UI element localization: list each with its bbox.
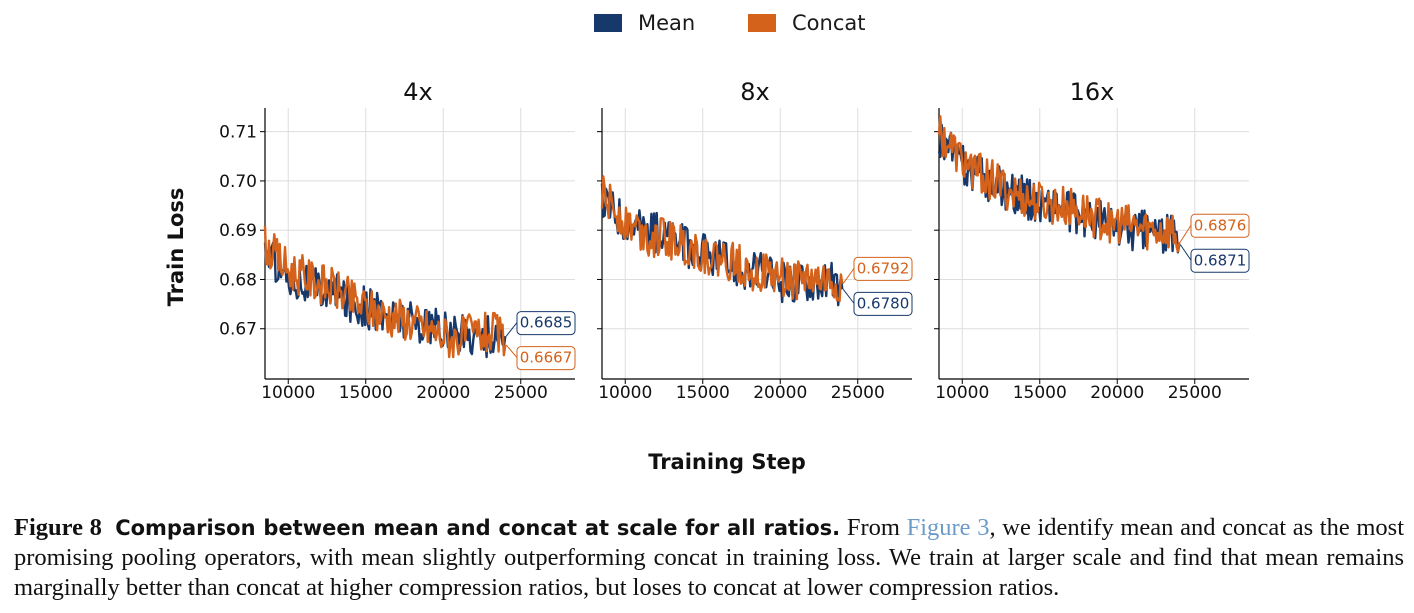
caption-label: Figure 8 <box>14 514 102 541</box>
annotation-label-concat: 0.6876 <box>1194 216 1247 234</box>
x-tick-label: 15000 <box>676 383 730 403</box>
panel-title: 4x <box>403 78 432 106</box>
annotation-label-mean: 0.6685 <box>520 314 573 332</box>
series-line-concat <box>600 175 844 303</box>
annotation-label-mean: 0.6871 <box>1194 251 1247 269</box>
caption-figure-link[interactable]: Figure 3 <box>906 514 990 541</box>
annotation-label-concat: 0.6667 <box>520 349 573 367</box>
annotation-arrow <box>842 289 855 304</box>
annotation-box-mean <box>853 291 913 316</box>
x-tick-label: 20000 <box>1090 383 1144 403</box>
x-tick-label: 25000 <box>494 383 548 403</box>
x-tick-label: 15000 <box>1013 383 1067 403</box>
annotation-arrow <box>842 268 855 284</box>
series-line-mean <box>937 123 1181 254</box>
annotation-arrow <box>1179 224 1192 243</box>
x-tick-label: 25000 <box>1168 383 1222 403</box>
legend-label-mean: Mean <box>638 11 695 35</box>
legend-swatch-mean <box>594 14 622 32</box>
x-tick-label: 20000 <box>753 383 807 403</box>
x-tick-label: 20000 <box>416 383 470 403</box>
y-tick-label: 0.70 <box>219 172 257 192</box>
panel-8x: 8x 10000 15000 20000 25000 0.6792 0.6780 <box>597 78 913 403</box>
chart: Mean Concat 4x 10000 15000 20000 25000 0.67 0.… <box>164 11 1250 474</box>
annotation-box-mean <box>1190 248 1250 273</box>
y-tick-label: 0.67 <box>219 320 257 340</box>
y-tick-label: 0.69 <box>219 221 257 241</box>
annotation-label-concat: 0.6792 <box>857 259 910 277</box>
caption-bold-text: Comparison between mean and concat at sc… <box>115 516 841 540</box>
x-tick-label: 10000 <box>598 383 652 403</box>
caption-text: From <box>846 514 900 541</box>
x-tick-label: 10000 <box>261 383 315 403</box>
y-axis-title: Train Loss <box>164 188 188 307</box>
annotation-arrow <box>505 322 518 337</box>
panel-16x: 16x 10000 15000 20000 25000 0.6876 0.6871 <box>934 78 1250 403</box>
x-axis-title: Training Step <box>648 450 806 474</box>
caption-text-continued: , we identify mean and concat as the mos… <box>14 514 1405 601</box>
annotation-box-concat <box>516 346 576 371</box>
figure-caption: Figure 8 Comparison between mean and con… <box>14 513 1404 603</box>
legend: Mean Concat <box>594 11 865 35</box>
panel-title: 8x <box>740 78 769 106</box>
y-tick-label: 0.68 <box>219 270 257 290</box>
legend-swatch-concat <box>748 14 776 32</box>
annotation-arrow <box>505 344 518 358</box>
y-tick-label: 0.71 <box>219 123 257 143</box>
annotation-label-mean: 0.6780 <box>857 294 910 312</box>
x-tick-label: 25000 <box>831 383 885 403</box>
annotation-arrow <box>1179 244 1192 261</box>
panel-title: 16x <box>1070 78 1115 106</box>
panel-4x: 4x 10000 15000 20000 25000 0.67 0.68 0.69 0.70 0.… <box>219 78 576 403</box>
x-tick-label: 15000 <box>339 383 393 403</box>
series-line-concat <box>937 115 1181 253</box>
x-tick-label: 10000 <box>935 383 989 403</box>
legend-label-concat: Concat <box>792 11 865 35</box>
series-line-concat <box>263 225 507 359</box>
